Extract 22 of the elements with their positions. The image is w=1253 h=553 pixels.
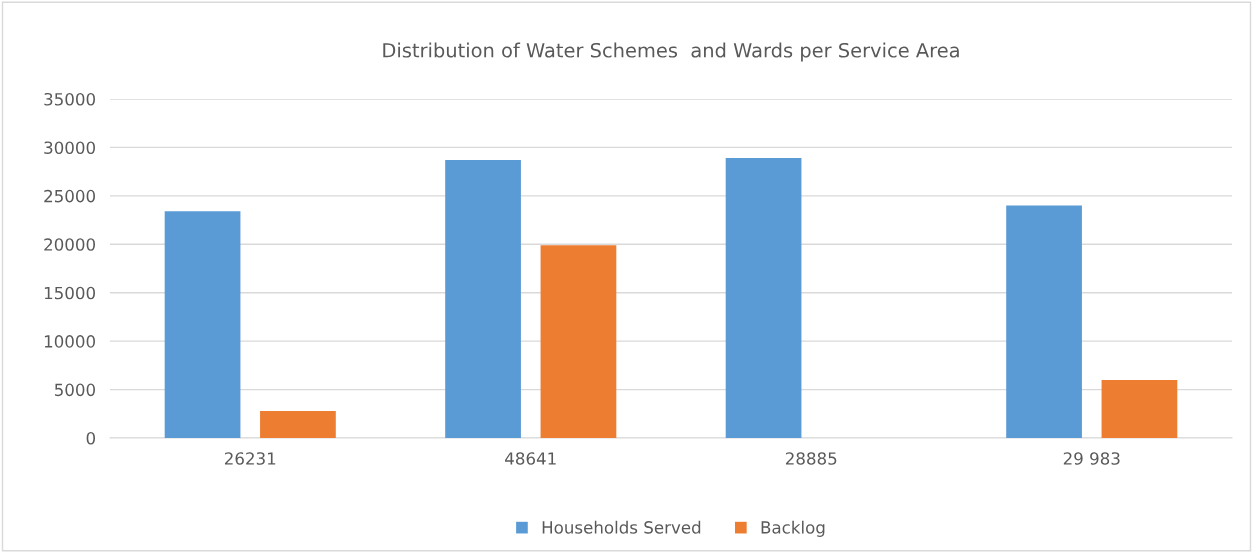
- bar: [725, 158, 802, 438]
- legend-label: Backlog: [761, 520, 825, 537]
- y-tick-label: 35000: [44, 92, 95, 106]
- bar: [1006, 205, 1082, 438]
- x-tick-label: 28885: [785, 452, 837, 465]
- legend-label: Households Served: [542, 520, 701, 534]
- bar: [1101, 379, 1178, 438]
- x-tick-label: 48641: [505, 452, 556, 465]
- bar: [445, 160, 521, 438]
- x-tick-label: 29 983: [1063, 452, 1120, 465]
- bar: [260, 410, 336, 438]
- y-tick-label: 10000: [44, 335, 95, 348]
- y-tick-label: 25000: [44, 189, 95, 203]
- bar: [164, 211, 241, 438]
- y-tick-label: 0: [86, 431, 95, 445]
- y-tick-label: 5000: [54, 383, 95, 397]
- y-tick-label: 20000: [44, 238, 95, 251]
- bar: [540, 245, 617, 438]
- y-tick-label: 15000: [44, 286, 95, 300]
- y-tick-label: 30000: [44, 141, 95, 154]
- x-tick-label: 26231: [224, 452, 276, 465]
- chart-title: Distribution of Water Schemes and Wards per Service Area: [383, 42, 959, 62]
